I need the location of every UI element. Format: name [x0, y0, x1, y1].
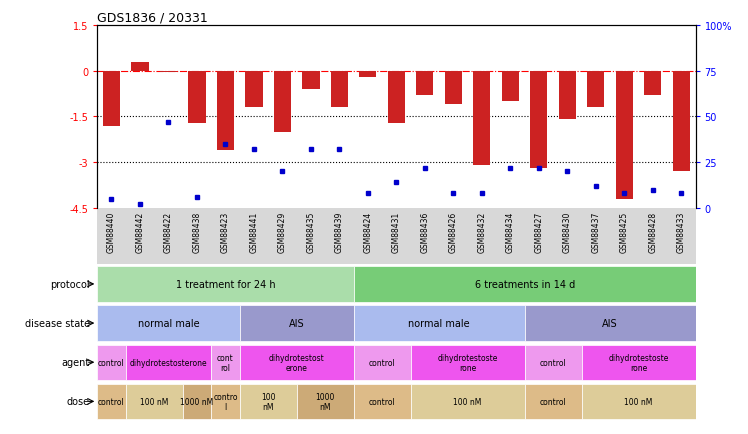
Text: GSM88431: GSM88431 [392, 211, 401, 252]
Text: dihydrotestoste
rone: dihydrotestoste rone [438, 353, 498, 372]
Text: AIS: AIS [289, 319, 304, 328]
Bar [245, 72, 263, 108]
Bar [211, 345, 239, 380]
Bar [97, 345, 126, 380]
Bar [359, 72, 376, 78]
Text: GSM88426: GSM88426 [449, 211, 458, 252]
Text: 6 treatments in 14 d: 6 treatments in 14 d [474, 279, 574, 289]
Text: dihydrotestosterone: dihydrotestosterone [129, 358, 207, 367]
Text: GSM88424: GSM88424 [364, 211, 373, 252]
Bar [411, 384, 524, 419]
Bar [616, 72, 633, 199]
Text: GSM88425: GSM88425 [620, 211, 629, 252]
Bar [126, 384, 183, 419]
Text: 1000 nM: 1000 nM [180, 397, 214, 406]
Text: GSM88441: GSM88441 [250, 211, 259, 252]
Bar [126, 345, 211, 380]
Text: GSM88427: GSM88427 [534, 211, 543, 252]
Text: normal male: normal male [138, 319, 199, 328]
Text: GSM88423: GSM88423 [221, 211, 230, 252]
Text: GSM88435: GSM88435 [307, 211, 316, 253]
Bar [354, 266, 696, 302]
Bar [644, 72, 661, 96]
Text: GSM88440: GSM88440 [107, 211, 116, 253]
Text: disease state: disease state [25, 319, 90, 328]
Text: GSM88442: GSM88442 [135, 211, 144, 252]
Text: control: control [369, 397, 396, 406]
Bar [582, 345, 696, 380]
Bar [411, 345, 524, 380]
Text: cont
rol: cont rol [217, 353, 234, 372]
Text: control: control [369, 358, 396, 367]
Text: GSM88438: GSM88438 [192, 211, 201, 252]
Bar [354, 345, 411, 380]
Bar [217, 72, 234, 151]
Bar [587, 72, 604, 108]
Text: 1000
nM: 1000 nM [316, 392, 335, 411]
Text: dihydrotestost
erone: dihydrotestost erone [269, 353, 325, 372]
Text: 1 treatment for 24 h: 1 treatment for 24 h [176, 279, 275, 289]
Bar [673, 72, 690, 172]
Bar [388, 72, 405, 123]
Text: control: control [98, 358, 125, 367]
Bar [302, 72, 319, 90]
Text: GSM88428: GSM88428 [649, 211, 657, 252]
Bar [239, 306, 354, 341]
Bar [211, 384, 239, 419]
Text: dose: dose [67, 397, 90, 406]
Text: normal male: normal male [408, 319, 470, 328]
Text: control: control [98, 397, 125, 406]
Bar [582, 384, 696, 419]
Text: AIS: AIS [602, 319, 618, 328]
Bar [239, 345, 354, 380]
Bar [530, 72, 548, 169]
Bar [559, 72, 576, 120]
Text: GDS1836 / 20331: GDS1836 / 20331 [97, 12, 208, 25]
Text: GSM88437: GSM88437 [592, 211, 601, 253]
Bar [97, 306, 239, 341]
Bar [132, 62, 149, 72]
Text: protocol: protocol [50, 279, 90, 289]
Text: GSM88439: GSM88439 [335, 211, 344, 253]
Text: GSM88432: GSM88432 [477, 211, 486, 252]
Text: 100 nM: 100 nM [140, 397, 168, 406]
Bar [445, 72, 462, 105]
Text: GSM88422: GSM88422 [164, 211, 173, 252]
Bar [354, 384, 411, 419]
Text: 100
nM: 100 nM [261, 392, 275, 411]
Bar [331, 72, 348, 108]
Text: GSM88436: GSM88436 [420, 211, 429, 253]
Bar [188, 72, 206, 123]
Text: dihydrotestoste
rone: dihydrotestoste rone [608, 353, 669, 372]
Text: GSM88434: GSM88434 [506, 211, 515, 253]
Text: GSM88429: GSM88429 [278, 211, 287, 252]
Text: 100 nM: 100 nM [625, 397, 653, 406]
Bar [502, 72, 519, 102]
Text: GSM88433: GSM88433 [677, 211, 686, 253]
Bar [160, 72, 177, 73]
Bar [97, 266, 354, 302]
Text: 100 nM: 100 nM [453, 397, 482, 406]
Text: agent: agent [61, 358, 90, 367]
Bar [524, 345, 582, 380]
Text: contro
l: contro l [213, 392, 238, 411]
Bar [473, 72, 491, 166]
Bar [524, 384, 582, 419]
Bar [103, 72, 120, 126]
Text: control: control [540, 397, 566, 406]
Bar [183, 384, 211, 419]
Bar [97, 384, 126, 419]
Bar [239, 384, 297, 419]
Bar [524, 306, 696, 341]
Bar [354, 306, 524, 341]
Text: control: control [540, 358, 566, 367]
Bar [297, 384, 354, 419]
Bar [417, 72, 434, 96]
Text: GSM88430: GSM88430 [563, 211, 572, 253]
Bar [274, 72, 291, 132]
